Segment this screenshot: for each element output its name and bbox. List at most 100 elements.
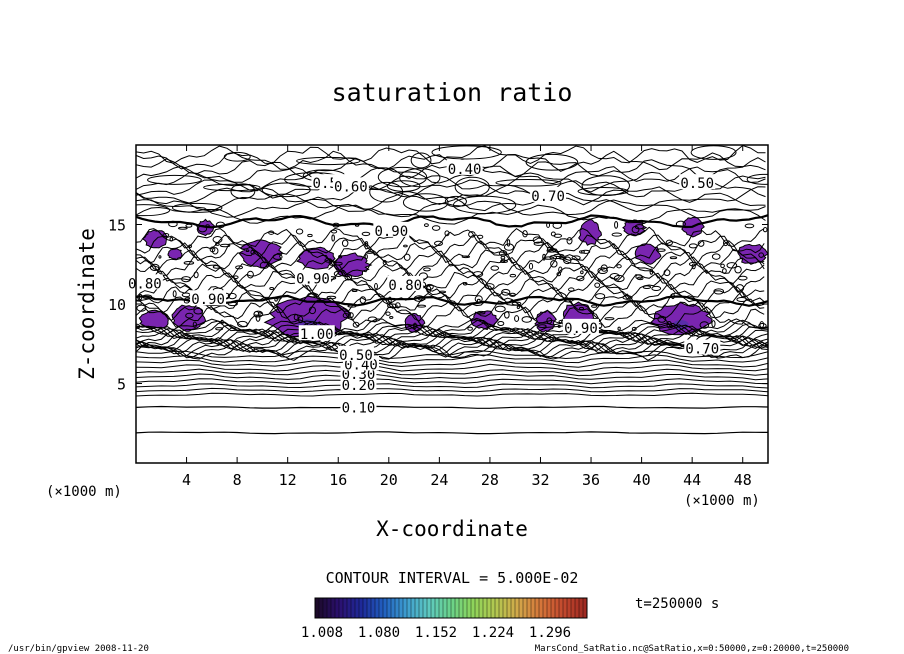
contour-speckle	[737, 275, 748, 281]
contour-loop	[230, 183, 256, 200]
contour-speckle	[468, 231, 476, 238]
contour-speckle	[425, 283, 434, 290]
contour-label: 1.00	[300, 327, 334, 343]
time-label: t=250000 s	[635, 596, 719, 612]
colorbar-stripe	[327, 598, 331, 618]
contour-speckle	[734, 265, 742, 274]
colorbar-stripe	[435, 598, 439, 618]
contour-speckle	[209, 246, 216, 253]
contour-label: 0.90	[374, 224, 408, 240]
contour-speckle	[423, 223, 429, 227]
contour-speckle	[389, 316, 394, 319]
contour-speckle	[490, 265, 500, 271]
contour-speckle	[364, 254, 368, 260]
contour-label: 0.90	[191, 292, 225, 308]
contour-speckle	[597, 267, 608, 275]
contour-line	[136, 368, 768, 377]
contour-speckle	[326, 295, 337, 300]
contour-speckle	[295, 228, 304, 235]
contour-speckle	[665, 239, 673, 246]
contour-speckle	[720, 263, 725, 269]
contour-speckle	[259, 261, 270, 269]
contour-speckle	[212, 236, 223, 244]
x-tick-label: 32	[531, 471, 549, 489]
supersaturated-region	[141, 229, 168, 249]
contour-speckle	[726, 262, 738, 269]
colorbar-stripe	[535, 598, 539, 618]
colorbar-stripe	[515, 598, 519, 618]
contour-line	[136, 145, 766, 165]
colorbar-stripe	[555, 598, 559, 618]
footer-right: MarsCond_SatRatio.nc@SatRatio,x=0:50000,…	[535, 644, 849, 654]
colorbar-tick-label: 1.224	[472, 625, 514, 641]
contour-line	[136, 165, 766, 185]
contour-speckle	[274, 297, 278, 302]
contour-speckle	[501, 288, 511, 296]
contour-speckle	[347, 304, 357, 308]
contour-speckle	[382, 259, 387, 266]
contour-label: 0.10	[342, 400, 376, 416]
contour-label: 0.20	[342, 378, 376, 394]
colorbar-stripe	[347, 598, 351, 618]
colorbar-stripe	[415, 598, 419, 618]
contour-speckle	[227, 292, 237, 300]
contour-speckle	[205, 224, 210, 227]
contour-line	[136, 335, 768, 353]
colorbar-stripe	[583, 598, 587, 618]
contour-speckle	[338, 255, 343, 259]
contour-speckle	[185, 223, 193, 228]
contour-line	[136, 204, 766, 225]
contour-speckle	[553, 253, 564, 257]
x-tick-label: 48	[734, 471, 752, 489]
contour-label-bg	[340, 398, 377, 414]
x-tick-label: 12	[279, 471, 297, 489]
contour-speckle	[594, 282, 601, 288]
contour-line	[136, 328, 768, 347]
contour-loop	[296, 156, 361, 166]
contour-line	[136, 233, 765, 258]
contour-label-bg	[562, 318, 599, 334]
contour-speckle	[149, 263, 160, 271]
colorbar-stripe	[451, 598, 455, 618]
colorbar-stripe	[471, 598, 475, 618]
contour-line-bold	[136, 294, 768, 307]
colorbar-tick-label: 1.008	[301, 625, 343, 641]
colorbar-stripe	[403, 598, 407, 618]
colorbar-stripe	[371, 598, 375, 618]
contour-line	[136, 328, 768, 347]
contour-speckle	[713, 288, 725, 295]
colorbar-stripe	[519, 598, 523, 618]
contour-speckle	[181, 292, 191, 298]
contour-speckle	[671, 293, 675, 300]
contour-speckle	[344, 273, 353, 281]
contour-speckle	[522, 230, 528, 238]
contour-speckle	[246, 270, 254, 279]
colorbar-stripe	[523, 598, 527, 618]
colorbar-stripe	[427, 598, 431, 618]
contour-speckle	[298, 315, 304, 324]
contour-speckle	[711, 320, 716, 328]
colorbar-stripe	[407, 598, 411, 618]
contour-line	[136, 198, 766, 219]
colorbar-stripe	[563, 598, 567, 618]
contour-speckle	[566, 237, 573, 245]
colorbar-stripe	[499, 598, 503, 618]
contour-speckle	[691, 263, 696, 270]
contour-speckle	[514, 315, 520, 322]
contour-line	[136, 261, 765, 286]
contour-speckle	[237, 320, 248, 328]
colorbar	[314, 597, 588, 619]
colorbar-stripe	[367, 598, 371, 618]
contour-speckle	[197, 225, 208, 233]
x-tick-label: 20	[380, 471, 398, 489]
x-tick-label: 16	[329, 471, 347, 489]
colorbar-stripe	[447, 598, 451, 618]
colorbar-stripe	[479, 598, 483, 618]
contour-speckle	[509, 273, 517, 278]
contour-speckle	[511, 301, 522, 306]
contour-speckle	[568, 287, 575, 292]
contour-speckle	[374, 283, 378, 290]
x-tick-label: 28	[481, 471, 499, 489]
contour-labels: 0.100.200.300.400.501.00 0.900.700.800.90…	[126, 159, 721, 416]
chart-title: saturation ratio	[332, 78, 573, 107]
